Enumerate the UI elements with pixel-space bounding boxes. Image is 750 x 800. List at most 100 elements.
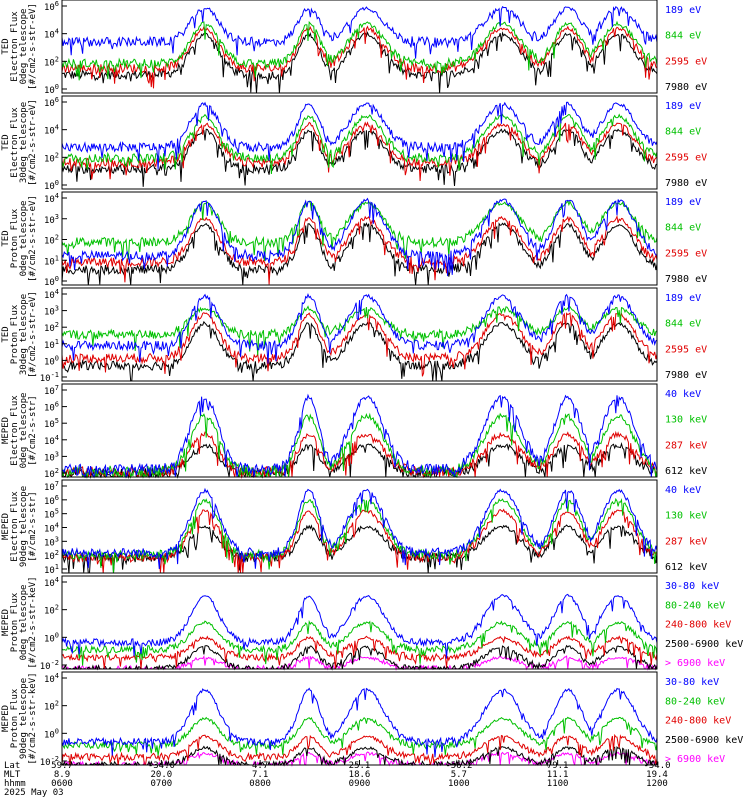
panel-7-ytick-label: 100: [44, 631, 59, 644]
panel-1-legend-2: 844 eV: [665, 31, 701, 42]
panel-5-ytick-label: 107: [44, 384, 59, 397]
panel-3-legend-2: 844 eV: [665, 223, 701, 234]
panel-5-ytick-label: 103: [44, 450, 59, 463]
time-axis-lat-label: -54.0: [643, 761, 670, 771]
panel-5-ylabel-line: MEPED: [1, 417, 11, 444]
panel-2-legend-3: 2595 eV: [665, 152, 707, 163]
panel-8-legend-4: 2500-6900 keV: [665, 735, 743, 746]
panel-2-series-1-line: [61, 128, 658, 187]
time-axis-mlt-label: 5.7: [451, 770, 467, 780]
panel-8-series-5-line: [61, 687, 658, 758]
panel-8-legend-3: 240-800 keV: [665, 716, 731, 727]
panel-6-legend-1: 40 keV: [665, 485, 701, 496]
panel-5-series-1-line: [61, 441, 658, 479]
panel-2-ytick-label: 102: [44, 151, 59, 164]
panel-6-ylabel-line: 90deg telescope: [19, 486, 29, 567]
panel-5-legend-2: 130 keV: [665, 415, 707, 426]
time-axis-lat-label: -56.2: [445, 761, 472, 771]
panel-4-series-3-line: [61, 305, 658, 356]
panel-2-legend-1: 189 eV: [665, 101, 701, 112]
time-axis-mlt-label: 8.9: [54, 770, 70, 780]
panel-7-ylabel-line: Proton Flux: [10, 592, 20, 652]
panel-2-frame: [61, 95, 658, 190]
panel-5: 107 106 105 104 103 102 MEPED Electron Flux 0deg…: [1, 383, 707, 480]
panel-4-ylabel: TED Proton Flux 30deg telescope [#/cm2-s-st…: [1, 291, 38, 378]
panel-2-series-3-line: [61, 113, 658, 175]
panel-2-ylabel-line: [#/cm2-s-str-eV]: [28, 99, 38, 186]
panel-5-ytick-label: 106: [44, 401, 59, 414]
panel-8-ylabel-line: MEPED: [1, 705, 11, 732]
time-axis-mlt-label: 7.1: [252, 770, 268, 780]
panel-4-ylabel-line: Proton Flux: [10, 304, 20, 364]
panel-2-ylabel: TED Electron Flux 30deg telescope [#/cm2-s-…: [1, 99, 38, 186]
panel-2: 106 104 102 100 TED Electron Flux 30deg telesc…: [1, 95, 707, 192]
panel-8-legend-5: > 6900 keV: [665, 754, 725, 765]
panel-1-ylabel-line: Electron Flux: [10, 11, 20, 82]
panel-5-ylabel-line: 0deg telescope: [19, 393, 29, 469]
panel-3: 104 103 102 101 100 TED Proton Flux 0deg telesc…: [1, 191, 707, 288]
panel-5-ytick-label: 104: [44, 434, 59, 447]
panel-7-ylabel-line: MEPED: [1, 609, 11, 636]
panel-8-series-4-line: [61, 716, 658, 756]
time-axis-hhmm-label: 1200: [646, 779, 668, 789]
panel-4-ytick-label: 10-1: [40, 371, 59, 384]
panel-6-ytick-label: 102: [44, 549, 59, 562]
panel-1-legend-3: 2595 eV: [665, 56, 707, 67]
panel-2-ylabel-line: Electron Flux: [10, 107, 20, 178]
panel-2-ylabel-line: TED: [1, 134, 11, 150]
panel-2-series-4-line: [61, 101, 658, 170]
panel-1-ytick-label: 102: [44, 55, 59, 68]
panel-1-legend-1: 189 eV: [665, 5, 701, 16]
time-axis-lat-label: 59.7: [51, 761, 73, 771]
panel-3-frame: [61, 191, 658, 286]
panel-8-ylabel: MEPED Proton Flux 90deg telescope [#/cm2-s-…: [1, 672, 38, 764]
panel-7-ylabel: MEPED Proton Flux 0deg telescope [#/cm2-s-s…: [1, 576, 38, 668]
panel-1-ytick-label: 104: [44, 28, 59, 41]
panel-1-ylabel: TED Electron Flux 0deg telescope [#/cm2-s-s…: [1, 3, 38, 90]
panel-6-ytick-label: 105: [44, 508, 59, 521]
panel-7-ylabel-line: 0deg telescope: [19, 585, 29, 661]
panel-1-series-1-line: [61, 31, 658, 94]
panel-1-ytick-label: 106: [44, 0, 59, 13]
panel-7-ytick-label: 104: [44, 576, 59, 589]
panel-7-series-4-line: [61, 619, 658, 666]
panel-8-legend-1: 30-80 keV: [665, 677, 719, 688]
time-axis-row-label-4: 2025 May 03: [4, 788, 64, 798]
time-axis-mlt-label: 11.1: [547, 770, 569, 780]
panel-4-ylabel-line: 30deg telescope: [19, 294, 29, 375]
panel-8-ylabel-line: 90deg telescope: [19, 678, 29, 759]
panel-3-series-2-line: [61, 214, 658, 285]
panel-7-legend-3: 240-800 keV: [665, 620, 731, 631]
panel-7-legend-5: > 6900 keV: [665, 658, 725, 669]
panel-6-ylabel-line: [#/cm2-s-str]: [28, 491, 38, 561]
panel-5-ytick-label: 102: [44, 467, 59, 480]
panel-6-series-4-line: [61, 487, 658, 570]
panel-8-ylabel-line: [#/cm2-s-str-keV]: [28, 672, 38, 764]
time-axis-mlt-label: 18.6: [349, 770, 371, 780]
panel-7-frame: [61, 575, 658, 670]
panel-1-ylabel-line: TED: [1, 38, 11, 54]
panel-2-legend-2: 844 eV: [665, 127, 701, 138]
panel-8-ytick-label: 100: [44, 727, 59, 740]
panel-6-series-3-line: [61, 497, 658, 574]
time-axis-lat-label: 79.1: [547, 761, 569, 771]
panel-7-series-5-line: [61, 593, 658, 659]
panel-2-ytick-label: 100: [44, 179, 59, 192]
panel-6-ylabel: MEPED Electron Flux 90deg telescope [#/cm2-…: [1, 486, 38, 567]
panel-8-ytick-label: 104: [44, 672, 59, 685]
panel-2-ytick-label: 106: [44, 96, 59, 109]
panel-8-ytick-label: 10-2: [40, 755, 59, 768]
time-axis-hhmm-label: 1000: [448, 779, 470, 789]
panel-5-legend-1: 40 keV: [665, 389, 701, 400]
panel-6-legend-4: 612 keV: [665, 562, 707, 573]
time-axis-hhmm-label: 0600: [51, 779, 73, 789]
time-axis-mlt-label: 19.4: [646, 770, 668, 780]
panel-5-series-4-line: [61, 393, 658, 479]
panel-7-legend-1: 30-80 keV: [665, 581, 719, 592]
time-axis-row-label-2: MLT: [4, 770, 21, 780]
panel-6-series-2-line: [61, 508, 658, 574]
